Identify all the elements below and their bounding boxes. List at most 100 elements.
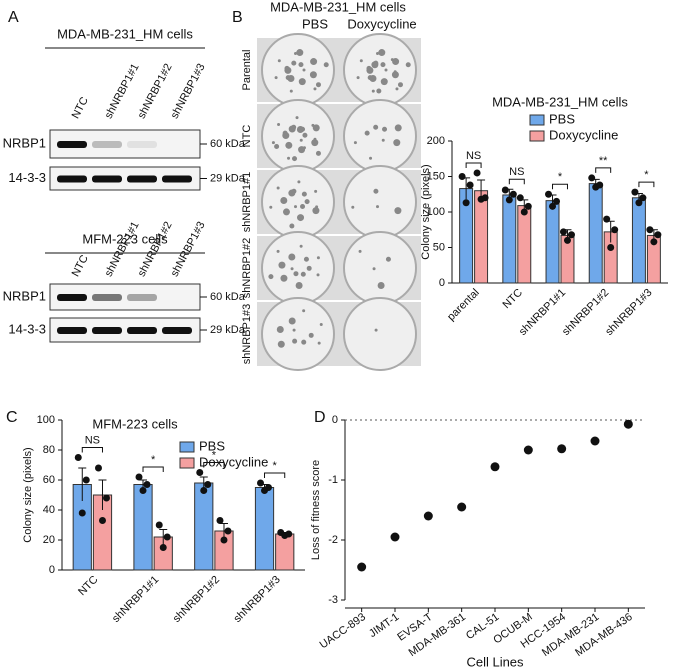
plate-row-label: shNRBP1#1 [241,172,253,233]
colony [277,122,281,126]
colony [397,82,403,88]
sig-bracket [552,183,568,190]
colony [393,70,397,74]
colony [302,146,306,150]
band [57,327,87,334]
colony [287,74,295,82]
marker-label: 29 kDa [210,324,246,336]
colony [316,273,320,277]
data-point [553,197,561,205]
marker-label: 29 kDa [210,172,246,184]
colony [300,204,306,210]
sig-bracket [638,181,655,188]
colony [376,88,382,94]
sig-label: NS [466,150,481,162]
colony [274,144,280,150]
colony [380,78,388,86]
error-bar [199,476,208,489]
sig-bracket [465,162,482,168]
band [127,175,157,183]
panel-label: B [232,9,243,26]
bar [194,482,214,571]
bar [254,487,275,571]
x-tick-label: shNRBP1#3 [603,287,654,338]
colony [378,49,386,57]
plate [343,99,417,173]
colony [377,281,385,289]
y-tick-label: 50 [433,241,445,253]
colony [381,138,385,142]
colony [301,191,307,197]
x-axis-label: Cell Lines [466,654,524,669]
colony [358,249,362,253]
colony [284,66,292,74]
colony [313,137,317,141]
colony [285,141,293,149]
y-tick-label: -3 [328,594,338,606]
legend-swatch [179,457,195,469]
data-point [563,236,571,244]
data-point [74,454,82,461]
colony [319,322,323,326]
plate [261,99,335,173]
bar [133,484,153,571]
colony [374,328,378,332]
data-point [501,186,509,194]
colony [289,223,295,229]
colony [395,87,399,91]
plate [261,165,335,239]
data-point [285,530,293,538]
data-point [549,202,557,210]
data-point [163,533,171,541]
colony [276,325,284,333]
legend-label: PBS [549,111,575,126]
data-point [567,231,575,239]
colony [299,244,303,248]
y-tick-label: 20 [43,534,55,546]
plate-row-label: shNRBP1#3 [241,304,253,365]
colony [356,76,360,80]
colony [376,52,380,56]
colony [391,71,399,79]
data-point [516,194,524,202]
colony [373,188,379,194]
colony [299,138,303,142]
data-point [635,199,643,207]
legend-swatch [529,114,545,126]
colony [308,332,314,338]
colony [312,207,320,215]
colony [282,208,290,216]
colony [301,339,307,345]
colony [296,126,304,134]
colony [309,71,317,79]
y-axis-label: Colony size (pixels) [22,447,34,542]
data-point [98,517,106,524]
colony [314,189,318,193]
data-point [646,226,654,234]
colony [288,253,296,261]
data-point [481,194,489,202]
colony [385,256,391,262]
colony [369,156,373,160]
sig-bracket [203,462,225,468]
colony [271,141,275,145]
lane-label: shNRBP1#3 [169,220,208,279]
data-point [196,469,204,476]
x-tick-label: parental [445,287,482,324]
colony [304,199,310,205]
bar [474,190,489,284]
plate [261,231,335,305]
colony [359,59,363,63]
data-point [224,527,232,535]
plate [343,165,417,239]
y-tick-label: 100 [37,414,55,426]
y-axis-label: Colony size (pixels) [420,164,432,259]
row-label: NRBP1 [3,288,46,303]
colony [315,82,321,88]
colony [269,205,273,209]
colony [280,274,288,282]
colony [382,126,388,132]
colony [315,205,319,209]
band [92,327,122,334]
marker-label: 60 kDa [210,138,246,150]
